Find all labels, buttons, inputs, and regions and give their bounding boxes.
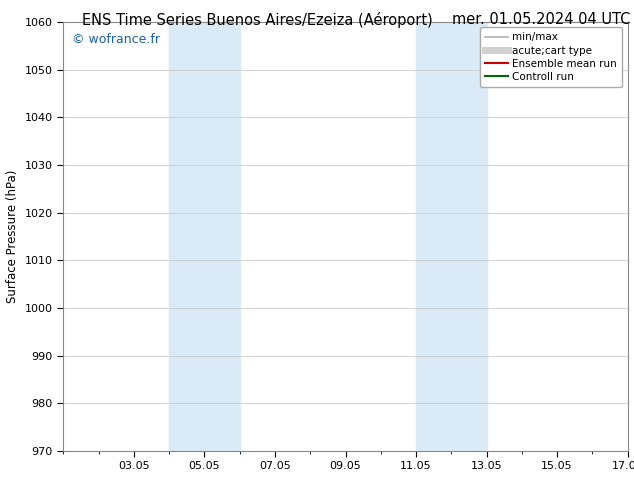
Text: ENS Time Series Buenos Aires/Ezeiza (Aéroport): ENS Time Series Buenos Aires/Ezeiza (Aér…: [82, 12, 433, 28]
Bar: [169, 22, 240, 451]
Bar: [416, 22, 487, 451]
Text: mer. 01.05.2024 04 UTC: mer. 01.05.2024 04 UTC: [453, 12, 631, 27]
Legend: min/max, acute;cart type, Ensemble mean run, Controll run: min/max, acute;cart type, Ensemble mean …: [480, 27, 623, 87]
Text: © wofrance.fr: © wofrance.fr: [72, 33, 160, 46]
Y-axis label: Surface Pressure (hPa): Surface Pressure (hPa): [6, 170, 19, 303]
